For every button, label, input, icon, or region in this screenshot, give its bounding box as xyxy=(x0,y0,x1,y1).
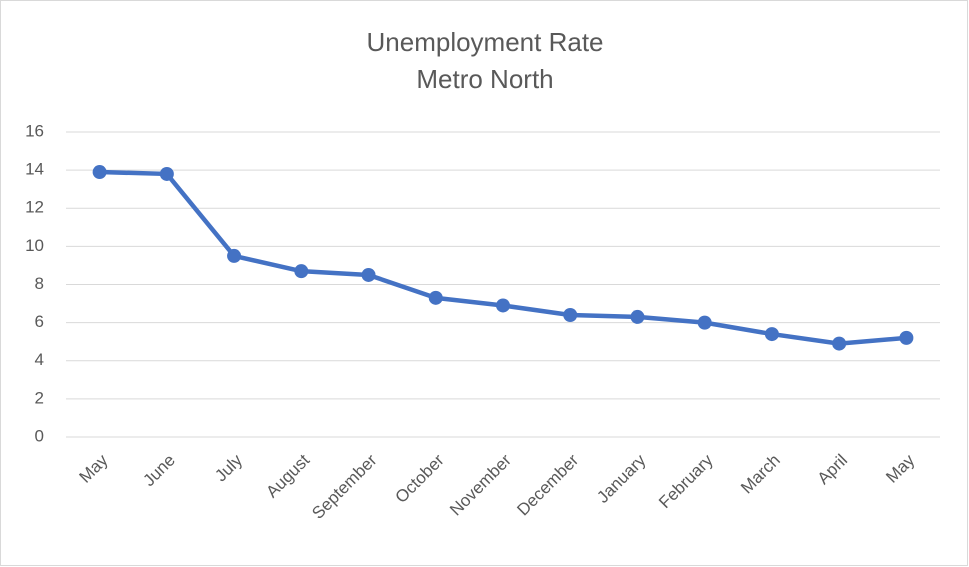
chart-subtitle: Metro North xyxy=(416,64,553,94)
point xyxy=(899,330,914,345)
point xyxy=(361,267,376,282)
point xyxy=(764,327,779,342)
y-tick-label: 8 xyxy=(35,274,44,293)
chart-title: Unemployment Rate xyxy=(367,27,604,57)
point xyxy=(159,166,174,181)
point xyxy=(92,165,107,180)
y-tick-label: 4 xyxy=(35,350,44,369)
y-tick-label: 0 xyxy=(35,426,44,445)
y-tick-label: 16 xyxy=(25,121,44,140)
point xyxy=(496,298,510,313)
point xyxy=(428,290,443,305)
point xyxy=(563,308,578,322)
point xyxy=(697,315,712,330)
point xyxy=(832,336,847,351)
point xyxy=(630,309,645,324)
y-tick-label: 10 xyxy=(25,236,44,255)
y-tick-label: 12 xyxy=(25,198,44,217)
point xyxy=(227,248,242,263)
y-tick-label: 2 xyxy=(35,388,44,407)
y-tick-label: 6 xyxy=(35,312,44,331)
y-tick-label: 14 xyxy=(25,160,44,179)
point xyxy=(294,264,309,279)
